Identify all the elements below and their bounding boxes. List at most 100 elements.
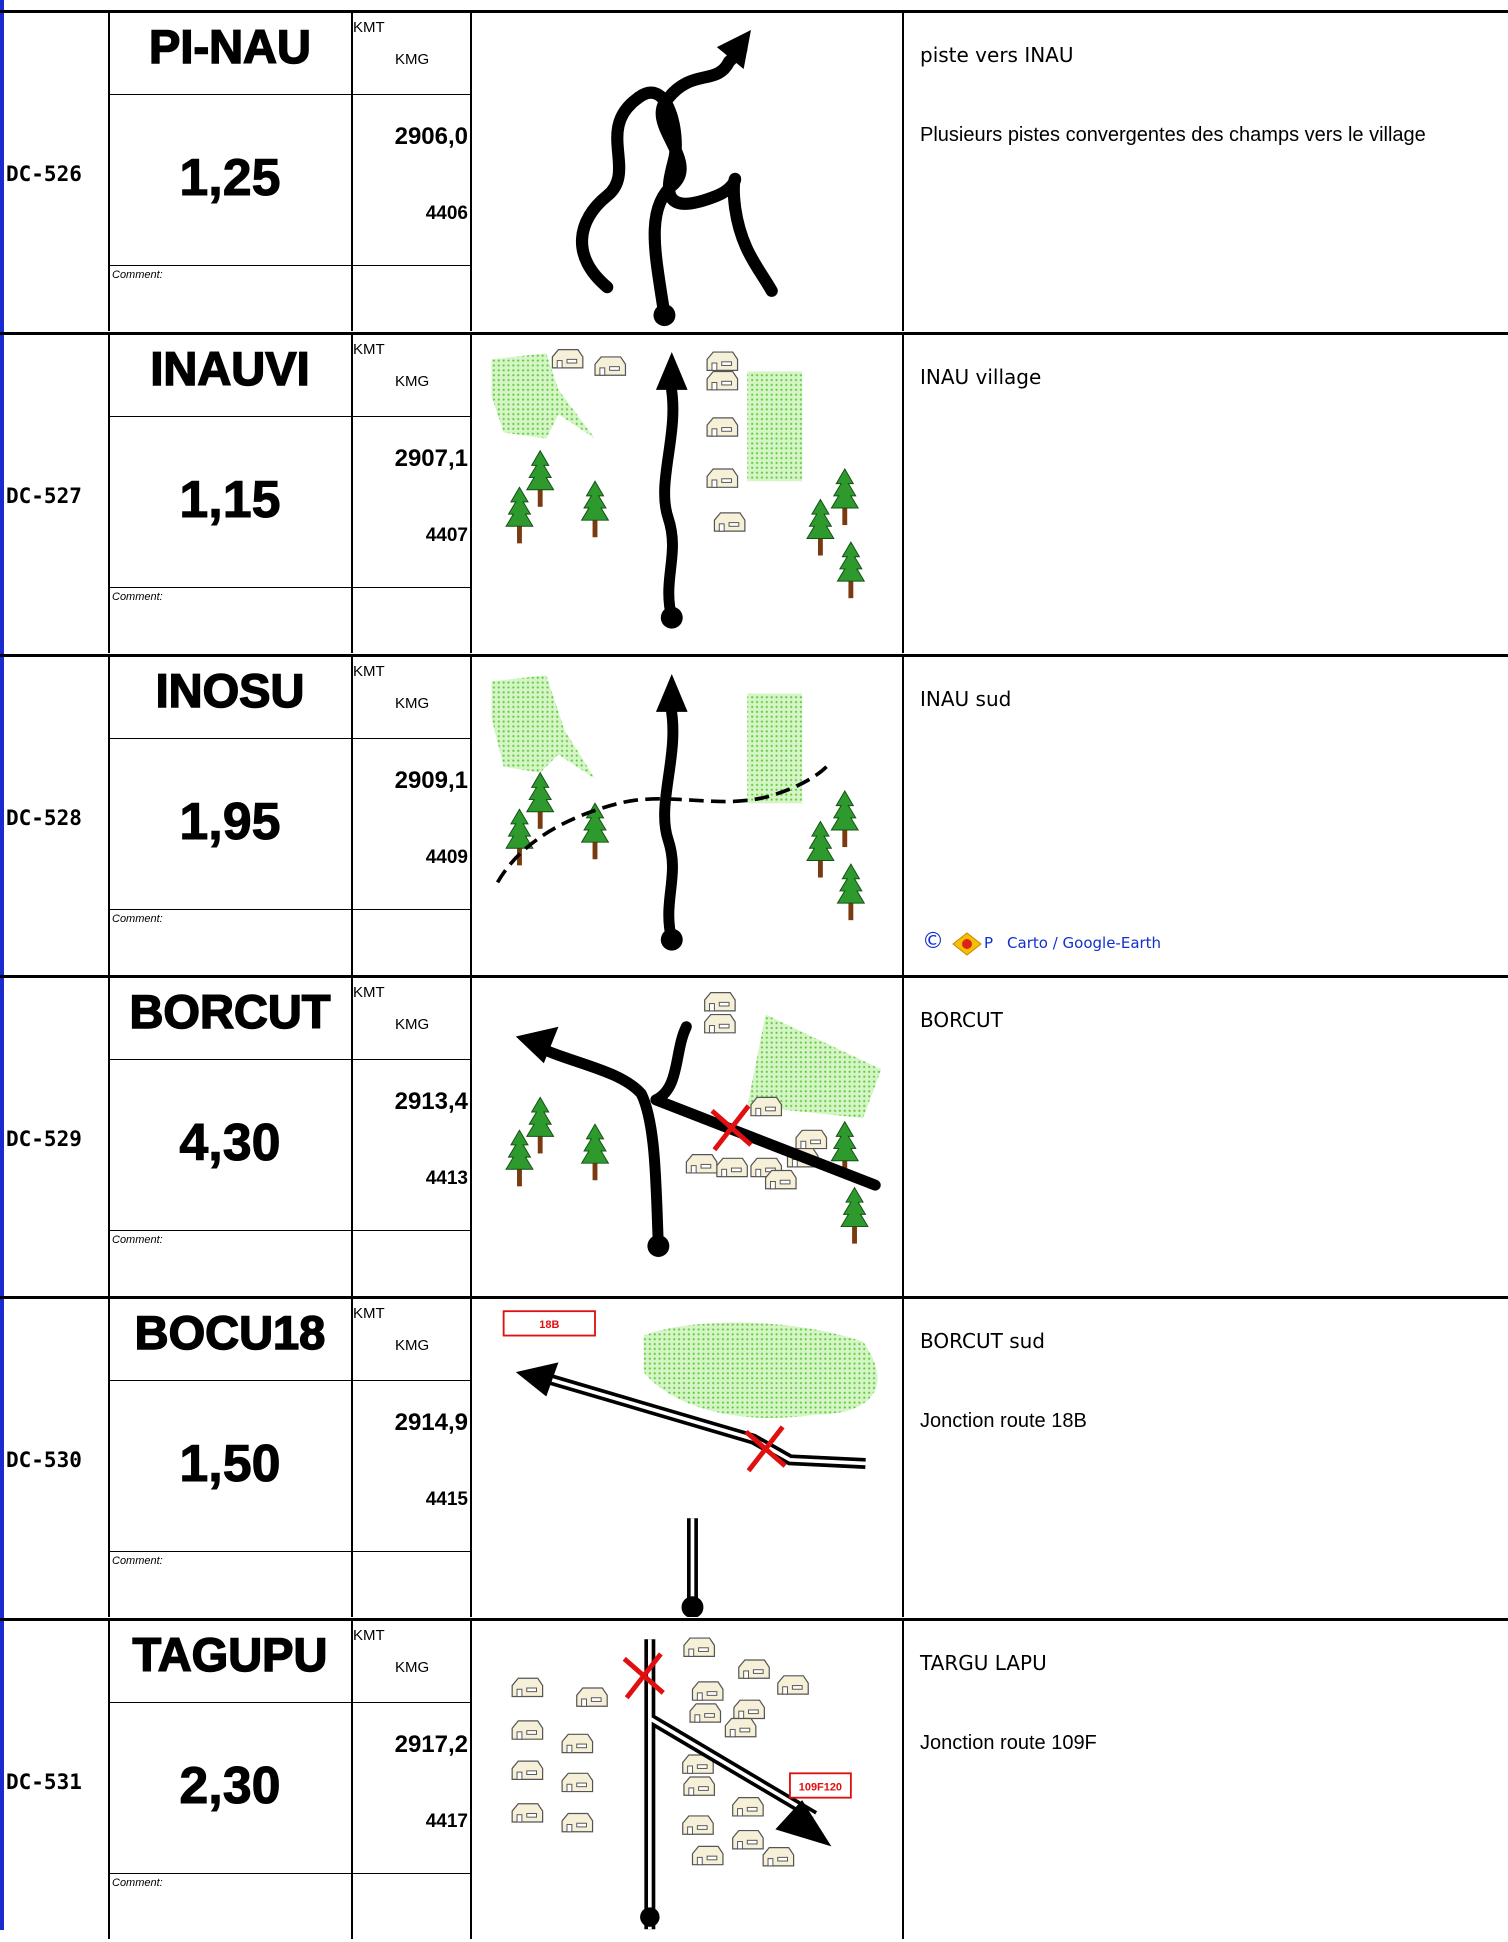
cell-line <box>108 1230 351 1231</box>
kmt-label: KMT <box>353 1305 385 1322</box>
house-door <box>769 1180 776 1190</box>
house-door <box>516 1814 523 1823</box>
forest <box>747 693 803 804</box>
column-line <box>351 978 353 1296</box>
house-door <box>516 1688 523 1698</box>
house-door <box>743 1670 750 1679</box>
logo-center <box>962 938 972 949</box>
kmt-value: 2906,0 <box>394 123 468 150</box>
house-window <box>718 1023 730 1029</box>
kmg-label: KMG <box>395 1016 430 1033</box>
cell-line <box>108 265 351 266</box>
tree <box>806 820 835 861</box>
column-line <box>470 657 472 975</box>
arrow-head <box>716 30 751 70</box>
cell-line <box>108 94 351 95</box>
stage-row: DC-527 INAUVI 1,15 Comment: KMT KMG 2907,1 4407… <box>0 332 1508 653</box>
house-window <box>777 1856 789 1862</box>
kmt-label: KMT <box>353 19 385 36</box>
column-line <box>902 1299 904 1617</box>
junction-cross <box>744 1425 787 1473</box>
road-inner <box>545 1376 866 1608</box>
note: TARGU LAPU <box>920 1651 1047 1675</box>
house-window <box>526 1770 538 1776</box>
cell-line <box>351 416 470 417</box>
road <box>650 1021 692 1106</box>
stage-name: BORCUT <box>129 984 332 1039</box>
tree <box>580 1123 610 1164</box>
stage-name: PI-NAU <box>148 19 311 74</box>
column-line <box>470 1621 472 1939</box>
cell-line <box>351 738 470 739</box>
stage-row: DC-526 PI-NAU 1,25 Comment: KMT KMG 2906,0 4406… <box>0 10 1508 331</box>
cell-line <box>351 1702 470 1703</box>
house-window <box>526 1730 538 1735</box>
cell-line <box>108 587 351 588</box>
house-door <box>687 1765 693 1774</box>
tree <box>836 541 866 582</box>
tree <box>505 808 534 849</box>
route-sign-label: 109F120 <box>799 1781 842 1793</box>
route-sign-label: 18B <box>539 1319 559 1331</box>
tree <box>505 486 534 527</box>
kmt-label: KMT <box>353 1627 385 1644</box>
note: piste vers INAU <box>920 43 1074 67</box>
house-window <box>704 1713 715 1718</box>
tree-trunk <box>817 536 823 556</box>
house-door <box>729 1728 736 1738</box>
tree-trunk <box>592 839 598 860</box>
junction-cross <box>622 1652 665 1700</box>
house-door <box>737 1841 743 1850</box>
cell-line <box>108 909 351 910</box>
house-window <box>810 1139 821 1145</box>
start-dot <box>640 1907 660 1927</box>
kmt-value: 2913,4 <box>394 1088 468 1115</box>
house-door <box>566 1744 573 1754</box>
kmg-label: KMG <box>395 1337 430 1354</box>
tree-trunk <box>517 1166 522 1187</box>
house-window <box>526 1813 538 1818</box>
house-door <box>687 1826 693 1835</box>
kmg-value: 4407 <box>425 525 468 546</box>
column-line <box>902 657 904 975</box>
house-door <box>566 1783 573 1793</box>
house-window <box>526 1687 538 1693</box>
house-door <box>711 428 718 437</box>
route-sketch <box>575 30 778 327</box>
stage-name: TAGUPU <box>132 1627 328 1682</box>
stage-id: DC-527 <box>6 483 82 508</box>
tree-trunk <box>592 1160 598 1181</box>
tree <box>525 1096 555 1137</box>
stage-row: DC-531 TAGUPU 2,30 Comment: KMT KMG 2917,2 4417… <box>0 1618 1508 1939</box>
cell-line <box>108 1551 351 1552</box>
house-door <box>688 1648 695 1657</box>
kmg-value: 4406 <box>425 203 468 224</box>
forest <box>491 353 596 439</box>
note: BORCUT sud <box>920 1329 1045 1353</box>
house-window <box>748 1709 759 1715</box>
comment-label: Comment: <box>112 269 163 281</box>
house-door <box>711 382 718 391</box>
column-line <box>351 13 353 331</box>
stage-row: DC-530 BOCU18 1,50 Comment: KMT KMG 2914,9 4415… <box>0 1296 1508 1617</box>
stage-id: DC-529 <box>6 1126 82 1151</box>
tree <box>580 802 610 843</box>
forest <box>747 1014 882 1119</box>
road <box>528 1039 664 1252</box>
tree <box>836 863 866 904</box>
column-line <box>108 335 110 653</box>
cell-line <box>351 1380 470 1381</box>
route-sign <box>502 1310 596 1337</box>
house-window <box>698 1786 709 1791</box>
house-window <box>791 1685 803 1690</box>
house-window <box>765 1106 776 1112</box>
kmt-label: KMT <box>353 341 385 358</box>
kmt-value: 2917,2 <box>394 1731 468 1758</box>
house-door <box>738 1710 745 1719</box>
distance: 1,50 <box>179 1435 281 1494</box>
route-sketch: 109F120 <box>511 1637 852 1930</box>
tree-trunk <box>537 1133 543 1154</box>
route-sketch <box>505 992 882 1258</box>
house-door <box>516 1771 523 1780</box>
cell-line <box>108 1702 351 1703</box>
